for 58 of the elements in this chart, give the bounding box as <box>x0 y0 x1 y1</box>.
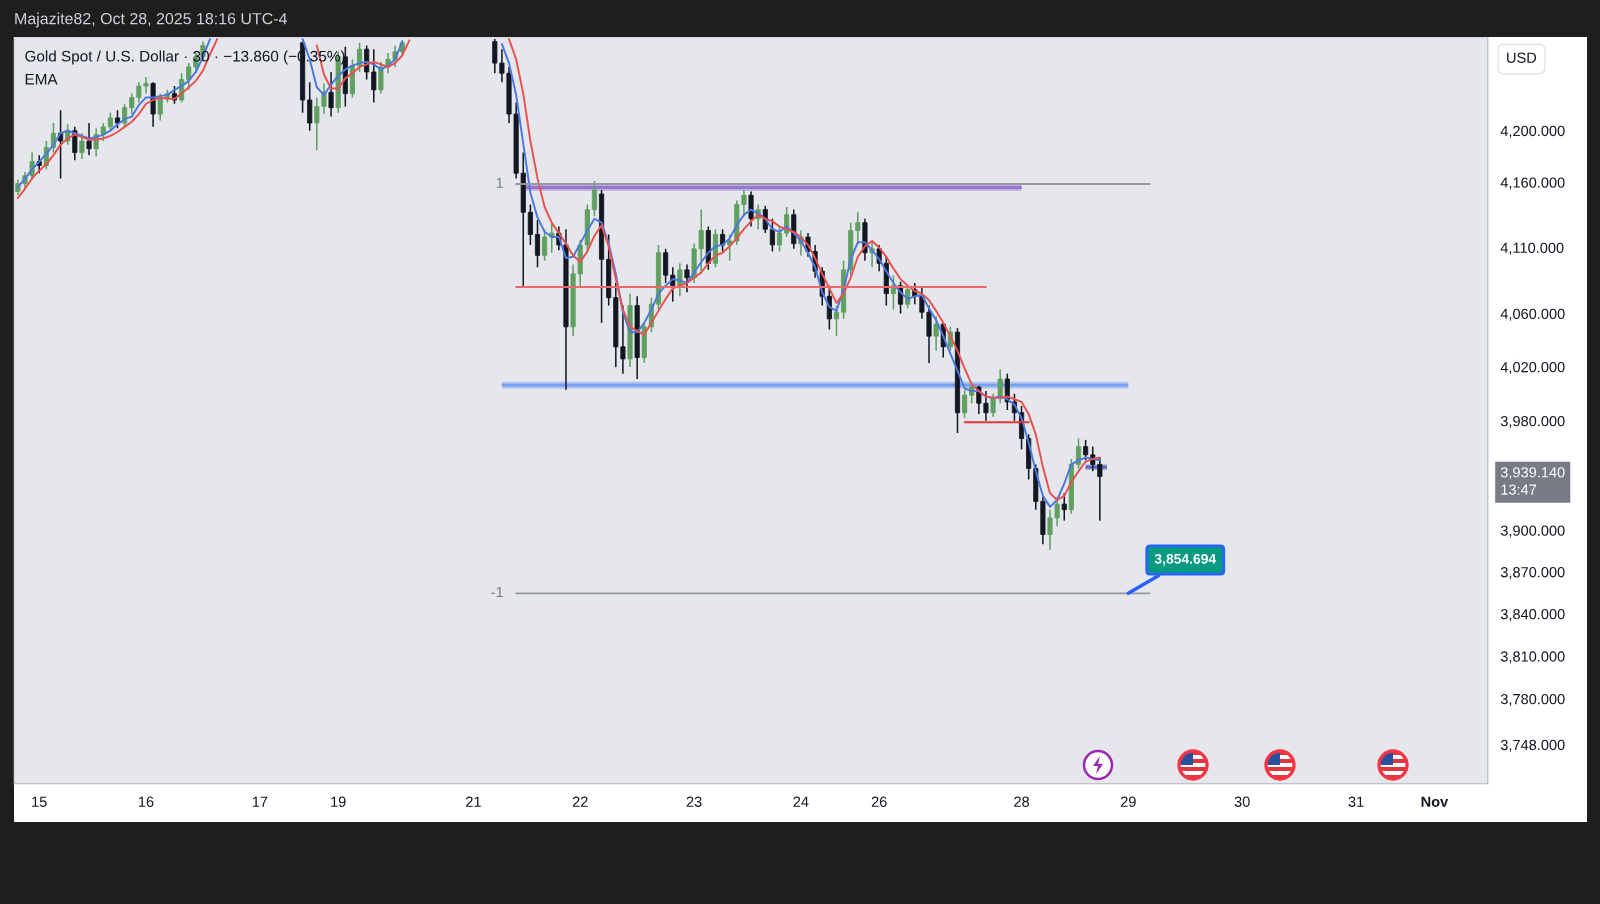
chart-title: Majazite82, Oct 28, 2025 18:16 UTC-4 <box>15 12 287 28</box>
y-tick-label: 3,980.000 <box>1500 415 1565 428</box>
candlestick <box>933 315 939 352</box>
y-tick-label: 3,840.000 <box>1500 609 1565 622</box>
x-tick-label: 29 <box>1120 796 1136 807</box>
y-tick-label: 3,810.000 <box>1500 651 1565 664</box>
series-label: 1 <box>496 177 503 188</box>
x-tick-label: Nov <box>1421 796 1449 807</box>
y-tick-label: 3,870.000 <box>1500 567 1565 580</box>
x-tick-label: 28 <box>1014 796 1030 807</box>
y-tick-label: 4,060.000 <box>1500 308 1565 321</box>
candlestick <box>663 248 669 284</box>
candlestick <box>684 263 690 294</box>
x-tick-label: 21 <box>466 796 481 807</box>
y-tick-label: 4,160.000 <box>1500 177 1565 190</box>
x-tick-label: 23 <box>686 796 702 807</box>
y-tick-label: 3,780.000 <box>1500 693 1565 707</box>
candlestick <box>748 190 754 228</box>
y-tick-label: 4,200.000 <box>1500 125 1565 138</box>
y-axis-title: USD <box>1507 52 1537 63</box>
y-tick-label: 3,900.000 <box>1500 525 1565 538</box>
candlestick <box>157 92 163 122</box>
candlestick <box>962 389 968 419</box>
x-tick-label: 19 <box>331 796 346 807</box>
x-tick-label: 31 <box>1348 796 1364 807</box>
series-label: -1 <box>491 587 503 598</box>
candlestick <box>591 180 597 217</box>
candlestick <box>186 62 192 91</box>
y-tick-label: 4,020.000 <box>1500 362 1565 375</box>
candlestick <box>86 122 92 156</box>
x-tick-label: 22 <box>572 796 588 807</box>
candlestick <box>79 132 85 160</box>
annotation: EMA <box>25 73 58 85</box>
candlestick <box>833 304 840 337</box>
x-tick-label: 17 <box>252 796 268 807</box>
candlestick <box>534 219 541 269</box>
x-tick-label: 15 <box>32 796 47 807</box>
candlestick <box>1083 439 1089 462</box>
candlestick <box>997 368 1003 405</box>
x-tick-label: 16 <box>138 796 154 807</box>
candlestick <box>769 217 775 253</box>
candlestick <box>527 203 533 246</box>
candlestick <box>776 225 783 253</box>
candlestick <box>990 393 996 418</box>
x-tick-label: 30 <box>1234 796 1250 807</box>
candlestick <box>855 211 861 245</box>
y-tick-label: 4,110.000 <box>1500 242 1564 255</box>
x-tick-label: 24 <box>793 796 809 807</box>
candlestick <box>378 61 384 95</box>
candlestick <box>1061 492 1067 522</box>
y-tick-label: 3,748.000 <box>1500 739 1565 752</box>
x-tick-label: 26 <box>871 796 887 807</box>
candlestick <box>307 81 313 132</box>
candlestick <box>549 223 555 254</box>
candlestick <box>371 48 377 104</box>
annotation: 3,854.694 <box>1154 553 1217 566</box>
candlestick <box>328 71 334 118</box>
text: 3,939.140 13:47 <box>1500 467 1565 495</box>
